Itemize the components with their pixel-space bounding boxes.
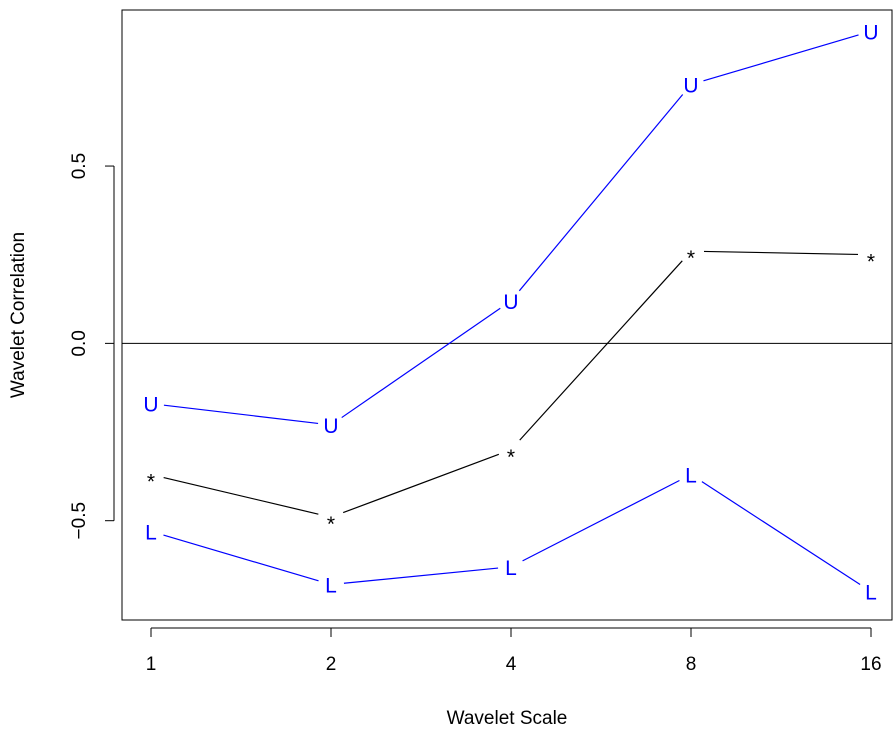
series-line-segment [703, 250, 859, 256]
data-point-marker: * [147, 471, 155, 494]
series-line-segment [342, 453, 500, 514]
x-tick-label: 1 [146, 654, 157, 675]
data-point-marker: U [323, 415, 338, 438]
data-point-marker: L [685, 465, 697, 488]
y-axis: −0.5 0.0 0.5 [69, 153, 115, 540]
data-point-marker: L [865, 582, 877, 605]
data-point-marker: U [683, 74, 698, 97]
data-point-marker: * [327, 513, 335, 536]
x-axis-label: Wavelet Scale [447, 708, 568, 729]
data-point-marker: * [687, 247, 695, 270]
y-axis-label: Wavelet Correlation [8, 232, 29, 398]
series-line-segment [163, 477, 319, 515]
y-tick-label: 0.0 [69, 330, 90, 356]
series-2: L L L L L [145, 465, 877, 605]
series-line-segment [163, 404, 319, 425]
series-line-segment [341, 307, 501, 419]
series-line-segment [518, 94, 684, 292]
y-tick-label: 0.5 [69, 153, 90, 179]
series-line-segment [163, 534, 319, 582]
plot-frame [121, 9, 893, 621]
x-tick-label: 8 [686, 654, 697, 675]
series-0: U U U U U [143, 21, 878, 438]
data-point-marker: L [325, 575, 337, 598]
series-layer: U U U U U * * * * * L L L L L [143, 21, 878, 604]
data-point-marker: U [143, 394, 158, 417]
data-point-marker: * [507, 446, 515, 469]
data-point-marker: * [867, 251, 875, 274]
series-line-segment [343, 567, 499, 584]
x-tick-label: 2 [326, 654, 337, 675]
series-1: * * * * * [147, 247, 875, 536]
data-point-marker: U [503, 291, 518, 314]
x-tick-label: 4 [506, 654, 517, 675]
data-point-marker: L [145, 521, 157, 544]
series-line-segment [519, 260, 683, 441]
x-axis: 1 2 4 8 16 [146, 627, 882, 675]
y-tick-label: −0.5 [69, 502, 90, 540]
series-line-segment [703, 34, 859, 82]
data-point-marker: U [863, 21, 878, 44]
series-line-segment [522, 479, 680, 562]
series-line-segment [701, 481, 861, 586]
data-point-marker: L [505, 557, 517, 580]
x-tick-label: 16 [860, 654, 881, 675]
